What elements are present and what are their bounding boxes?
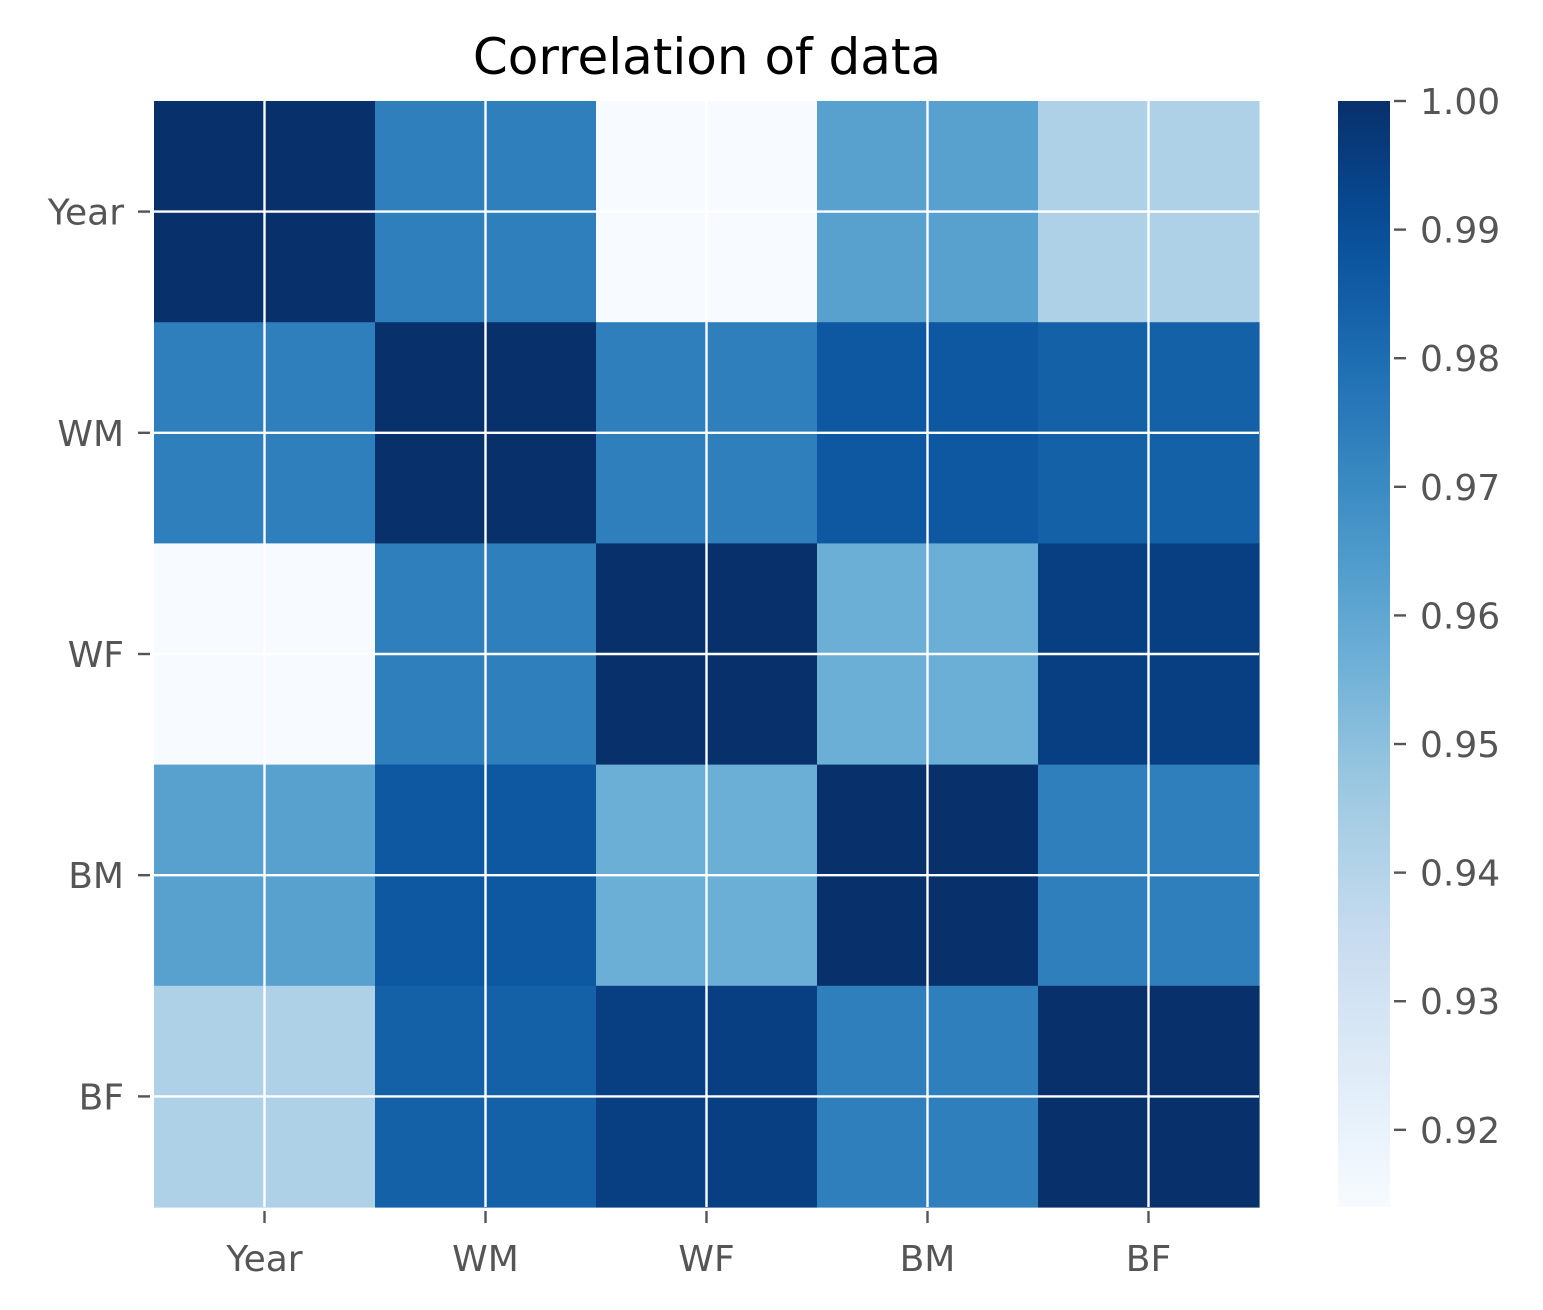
colorbar: 1.00 0.99 0.98 0.97 0.96 0.95 0.94 0.93 0.92 <box>1338 82 1500 1207</box>
x-tick-label: WF <box>678 1239 734 1280</box>
colorbar-tick-label: 0.98 <box>1420 339 1500 380</box>
x-axis: Year WM WF BM BF <box>225 1211 1171 1280</box>
chart-title: Correlation of data <box>473 28 941 86</box>
colorbar-tick-label: 0.92 <box>1420 1111 1500 1152</box>
y-tick-label: Year <box>47 193 124 234</box>
y-tick-label: BF <box>79 1077 124 1118</box>
x-tick-label: BM <box>900 1239 956 1280</box>
colorbar-tick-label: 0.93 <box>1420 982 1500 1023</box>
x-tick-label: WM <box>452 1239 519 1280</box>
colorbar-tick-label: 0.97 <box>1420 468 1500 509</box>
x-tick-label: Year <box>225 1239 302 1280</box>
y-tick-label: BM <box>68 856 124 897</box>
y-tick-label: WM <box>57 414 124 455</box>
colorbar-tick-label: 1.00 <box>1420 82 1500 123</box>
x-tick-label: BF <box>1126 1239 1171 1280</box>
colorbar-tick-label: 0.94 <box>1420 854 1500 895</box>
y-tick-label: WF <box>68 635 124 676</box>
colorbar-tick-label: 0.95 <box>1420 725 1500 766</box>
colorbar-tick-label: 0.96 <box>1420 596 1500 637</box>
y-axis: Year WM WF BM BF <box>47 193 150 1118</box>
grid-lines <box>154 101 1259 1207</box>
colorbar-gradient <box>1338 101 1390 1207</box>
colorbar-tick-label: 0.99 <box>1420 211 1500 252</box>
